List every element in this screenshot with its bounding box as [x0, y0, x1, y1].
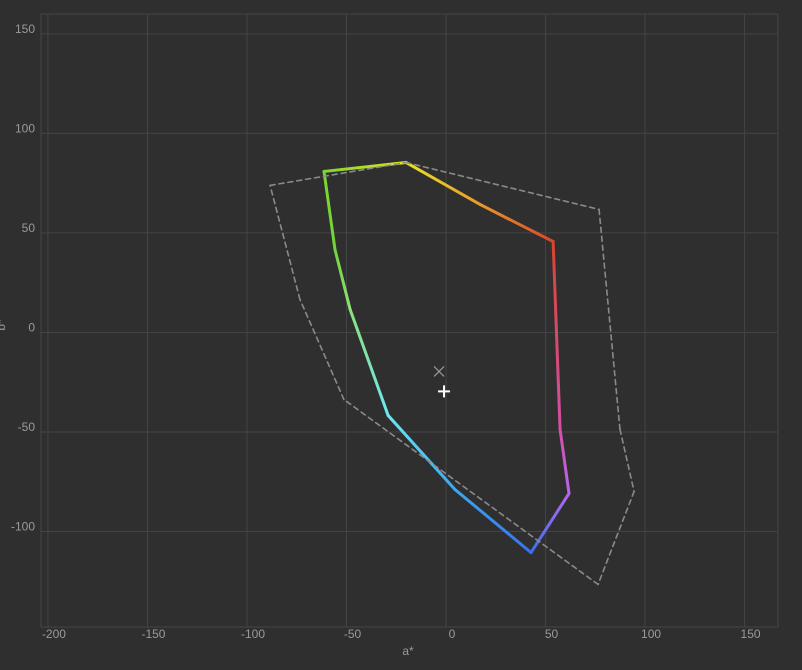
- marker: [438, 385, 451, 398]
- x-tick-label: 150: [741, 627, 761, 641]
- y-tick-label: 100: [15, 122, 35, 136]
- x-tick-label: 100: [641, 627, 661, 641]
- gamut-edge: [551, 239, 562, 431]
- x-axis-label: a*: [402, 644, 414, 658]
- reference-gamut-edge: [343, 398, 599, 586]
- reference-gamut-edge: [598, 208, 621, 431]
- gamut-edge: [322, 160, 408, 173]
- reference-gamut-edge: [405, 161, 600, 211]
- y-tick-label: 0: [28, 321, 35, 335]
- x-tick-label: -150: [141, 627, 165, 641]
- reference-gamut-edge: [299, 298, 345, 401]
- marker: [433, 366, 445, 377]
- y-tick-label: -50: [18, 420, 36, 434]
- y-axis-label: b*: [0, 319, 8, 331]
- gamut-edge: [322, 169, 337, 251]
- reference-gamut-edge: [269, 161, 407, 187]
- y-tick-label: -100: [11, 520, 35, 534]
- gamut-edge: [453, 487, 533, 555]
- gamut-edge: [404, 160, 482, 206]
- gamut-edge: [478, 202, 555, 243]
- x-tick-label: 50: [545, 627, 559, 641]
- gamut-edge: [529, 491, 571, 555]
- y-tick-label: 150: [15, 22, 35, 36]
- reference-gamut-edge: [269, 184, 301, 301]
- plot-frame: [40, 13, 779, 628]
- gamut-edge: [558, 427, 571, 495]
- y-tick-label: 50: [22, 221, 36, 235]
- x-tick-label: -50: [344, 627, 362, 641]
- gamut-edge: [348, 307, 390, 417]
- gamut-edge: [386, 413, 457, 491]
- reference-gamut-edge: [597, 490, 635, 586]
- reference-gamut-edge: [619, 428, 635, 493]
- gamut-edge: [333, 247, 352, 311]
- x-tick-label: -100: [241, 627, 265, 641]
- x-tick-label: -200: [42, 627, 66, 641]
- x-tick-label: 0: [449, 627, 456, 641]
